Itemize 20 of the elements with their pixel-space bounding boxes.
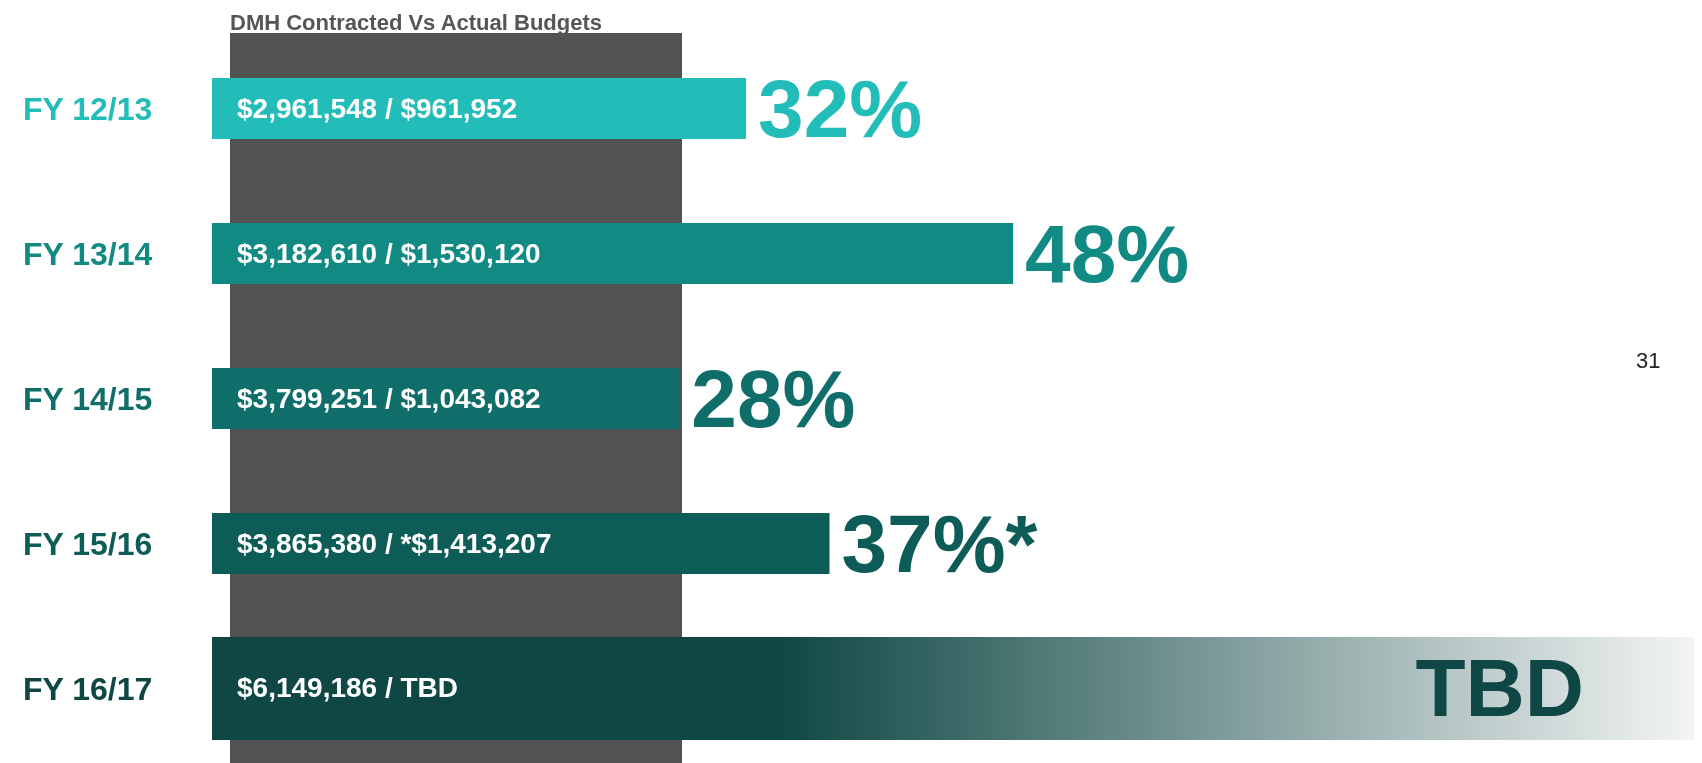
y-tick-label: FY 16/17 [23, 670, 153, 707]
y-tick-label: FY 12/13 [23, 90, 153, 127]
data-label: 37%* [841, 498, 1038, 590]
y-tick-label: FY 14/15 [23, 380, 153, 417]
annotation: $3,865,380 / *$1,413,207 [237, 528, 552, 560]
annotation: $3,799,251 / $1,043,082 [237, 383, 541, 415]
y-tick-label: FY 15/16 [23, 525, 153, 562]
y-tick-label: FY 13/14 [23, 235, 153, 272]
data-label: 28% [691, 353, 856, 445]
bar [212, 223, 1014, 284]
text: TBD [1415, 641, 1584, 733]
data-label: 32% [758, 63, 923, 155]
annotation: $6,149,186 / TBD [237, 671, 459, 704]
text: 31 [1636, 348, 1661, 374]
annotation: $2,961,548 / $961,952 [237, 93, 518, 125]
bar [212, 78, 747, 139]
data-label: 48% [1025, 208, 1190, 300]
annotation: $3,182,610 / $1,530,120 [237, 238, 541, 270]
chart-title: DMH Contracted Vs Actual Budgets [230, 10, 603, 36]
bar [212, 513, 830, 574]
